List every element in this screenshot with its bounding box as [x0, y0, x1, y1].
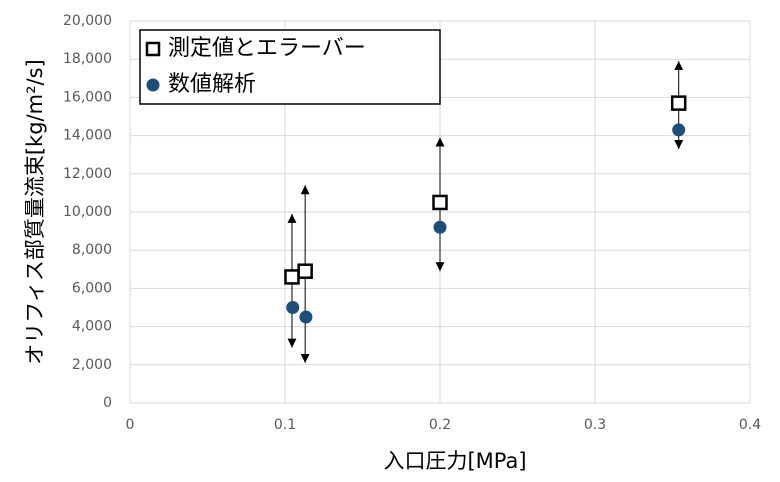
- y-tick-label: 4,000: [72, 319, 112, 335]
- x-tick-label: 0: [126, 417, 135, 433]
- legend-label: 数値解析: [168, 72, 256, 97]
- y-tick-label: 10,000: [63, 204, 112, 220]
- point: [284, 269, 300, 285]
- x-tick-label: 0.4: [739, 417, 761, 433]
- y-tick-label: 12,000: [63, 166, 112, 182]
- legend-marker: [146, 78, 160, 92]
- point: [672, 123, 686, 137]
- y-tick-label: 2,000: [72, 357, 112, 373]
- y-tick-label: 14,000: [63, 128, 112, 144]
- point: [286, 301, 300, 314]
- point: [432, 194, 448, 211]
- point: [433, 220, 447, 234]
- y-tick-label: 0: [103, 395, 112, 411]
- y-tick-label: 16,000: [63, 89, 112, 105]
- y-tick-label: 18,000: [63, 51, 112, 67]
- x-tick-label: 0.2: [429, 417, 451, 433]
- point: [670, 95, 687, 111]
- point: [299, 310, 313, 324]
- x-axis-label: 入口圧力[MPa]: [383, 449, 526, 473]
- y-tick-label: 20,000: [63, 13, 112, 29]
- y-tick-label: 6,000: [72, 280, 112, 296]
- legend-label: 測定値とエラーバー: [168, 36, 366, 61]
- legend-box: [139, 29, 441, 105]
- legend-marker: [145, 41, 161, 57]
- y-tick-label: 8,000: [72, 242, 112, 258]
- x-tick-label: 0.3: [584, 417, 606, 433]
- x-tick-label: 0.1: [274, 417, 296, 433]
- y-axis-label: オリフィス部質量流束[kg/m²/s]: [23, 59, 47, 364]
- point: [297, 263, 313, 279]
